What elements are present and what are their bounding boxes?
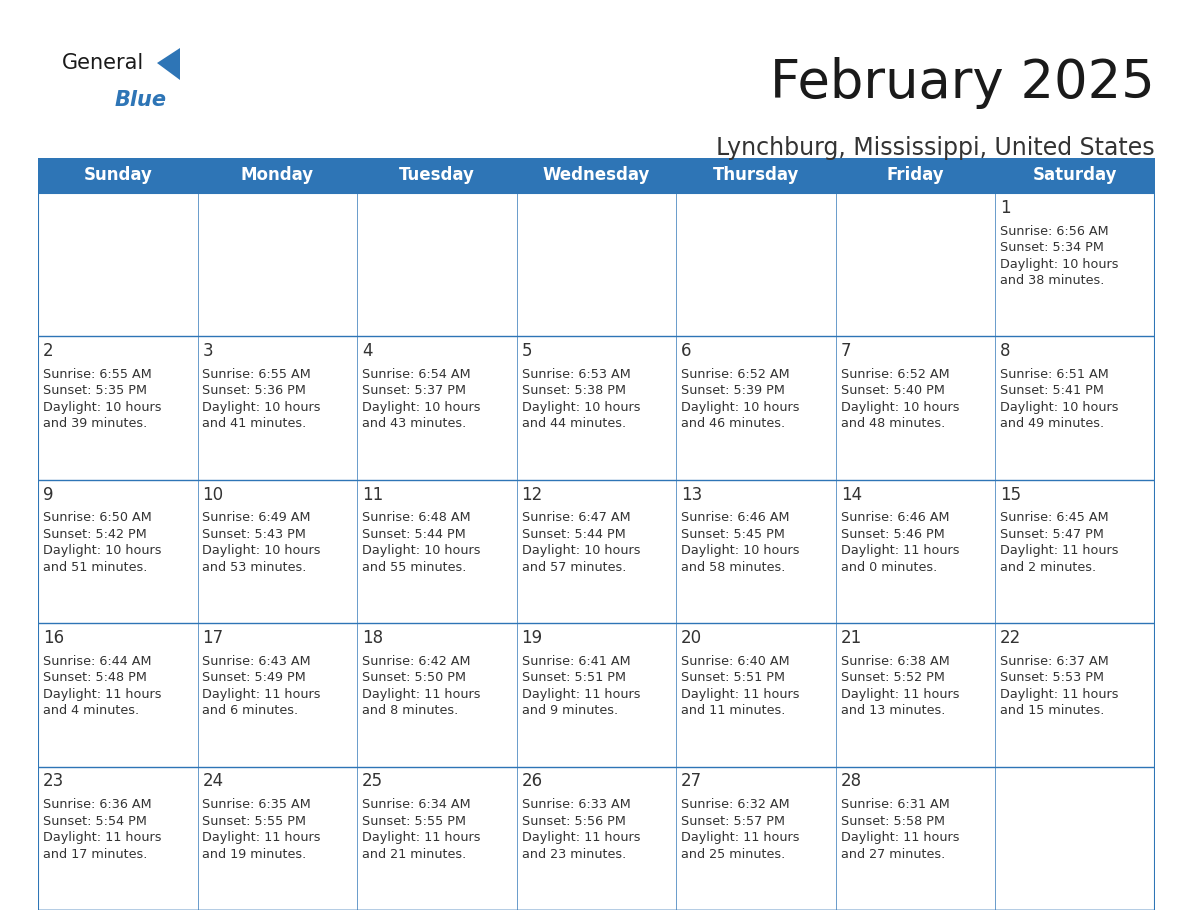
Text: Sunrise: 6:46 AM
Sunset: 5:45 PM
Daylight: 10 hours
and 58 minutes.: Sunrise: 6:46 AM Sunset: 5:45 PM Dayligh… (681, 511, 800, 574)
Text: 3: 3 (202, 342, 213, 360)
Text: Sunrise: 6:50 AM
Sunset: 5:42 PM
Daylight: 10 hours
and 51 minutes.: Sunrise: 6:50 AM Sunset: 5:42 PM Dayligh… (43, 511, 162, 574)
Text: Sunrise: 6:31 AM
Sunset: 5:58 PM
Daylight: 11 hours
and 27 minutes.: Sunrise: 6:31 AM Sunset: 5:58 PM Dayligh… (841, 798, 959, 861)
Text: 4: 4 (362, 342, 372, 360)
Text: Sunrise: 6:46 AM
Sunset: 5:46 PM
Daylight: 11 hours
and 0 minutes.: Sunrise: 6:46 AM Sunset: 5:46 PM Dayligh… (841, 511, 959, 574)
Text: Sunrise: 6:36 AM
Sunset: 5:54 PM
Daylight: 11 hours
and 17 minutes.: Sunrise: 6:36 AM Sunset: 5:54 PM Dayligh… (43, 798, 162, 861)
Text: 27: 27 (681, 772, 702, 790)
Text: Monday: Monday (241, 166, 314, 185)
Bar (38, 193, 1155, 336)
Text: Wednesday: Wednesday (543, 166, 650, 185)
Text: Sunrise: 6:52 AM
Sunset: 5:40 PM
Daylight: 10 hours
and 48 minutes.: Sunrise: 6:52 AM Sunset: 5:40 PM Dayligh… (841, 368, 959, 431)
Text: Sunrise: 6:37 AM
Sunset: 5:53 PM
Daylight: 11 hours
and 15 minutes.: Sunrise: 6:37 AM Sunset: 5:53 PM Dayligh… (1000, 655, 1119, 717)
Text: Sunrise: 6:44 AM
Sunset: 5:48 PM
Daylight: 11 hours
and 4 minutes.: Sunrise: 6:44 AM Sunset: 5:48 PM Dayligh… (43, 655, 162, 717)
Text: Friday: Friday (886, 166, 944, 185)
Text: 14: 14 (841, 486, 861, 504)
Text: 28: 28 (841, 772, 861, 790)
Text: 16: 16 (43, 629, 64, 647)
Polygon shape (157, 48, 181, 80)
Text: Sunrise: 6:45 AM
Sunset: 5:47 PM
Daylight: 11 hours
and 2 minutes.: Sunrise: 6:45 AM Sunset: 5:47 PM Dayligh… (1000, 511, 1119, 574)
Text: 8: 8 (1000, 342, 1011, 360)
Text: 17: 17 (202, 629, 223, 647)
Text: Saturday: Saturday (1032, 166, 1118, 185)
Text: Sunrise: 6:55 AM
Sunset: 5:36 PM
Daylight: 10 hours
and 41 minutes.: Sunrise: 6:55 AM Sunset: 5:36 PM Dayligh… (202, 368, 321, 431)
Bar (38, 480, 1155, 623)
Text: 22: 22 (1000, 629, 1022, 647)
Text: Sunrise: 6:40 AM
Sunset: 5:51 PM
Daylight: 11 hours
and 11 minutes.: Sunrise: 6:40 AM Sunset: 5:51 PM Dayligh… (681, 655, 800, 717)
Text: Sunrise: 6:42 AM
Sunset: 5:50 PM
Daylight: 11 hours
and 8 minutes.: Sunrise: 6:42 AM Sunset: 5:50 PM Dayligh… (362, 655, 480, 717)
Text: Sunrise: 6:56 AM
Sunset: 5:34 PM
Daylight: 10 hours
and 38 minutes.: Sunrise: 6:56 AM Sunset: 5:34 PM Dayligh… (1000, 225, 1119, 287)
Text: Sunrise: 6:53 AM
Sunset: 5:38 PM
Daylight: 10 hours
and 44 minutes.: Sunrise: 6:53 AM Sunset: 5:38 PM Dayligh… (522, 368, 640, 431)
Text: 11: 11 (362, 486, 384, 504)
Text: 1: 1 (1000, 198, 1011, 217)
Text: 13: 13 (681, 486, 702, 504)
Text: 2: 2 (43, 342, 53, 360)
Text: 26: 26 (522, 772, 543, 790)
Text: 15: 15 (1000, 486, 1022, 504)
Text: 7: 7 (841, 342, 851, 360)
Text: Sunrise: 6:52 AM
Sunset: 5:39 PM
Daylight: 10 hours
and 46 minutes.: Sunrise: 6:52 AM Sunset: 5:39 PM Dayligh… (681, 368, 800, 431)
Text: 23: 23 (43, 772, 64, 790)
Text: Blue: Blue (115, 90, 168, 110)
Text: Sunrise: 6:32 AM
Sunset: 5:57 PM
Daylight: 11 hours
and 25 minutes.: Sunrise: 6:32 AM Sunset: 5:57 PM Dayligh… (681, 798, 800, 861)
Text: 18: 18 (362, 629, 383, 647)
Text: Sunrise: 6:47 AM
Sunset: 5:44 PM
Daylight: 10 hours
and 57 minutes.: Sunrise: 6:47 AM Sunset: 5:44 PM Dayligh… (522, 511, 640, 574)
Text: 12: 12 (522, 486, 543, 504)
Text: 25: 25 (362, 772, 383, 790)
Text: Sunrise: 6:38 AM
Sunset: 5:52 PM
Daylight: 11 hours
and 13 minutes.: Sunrise: 6:38 AM Sunset: 5:52 PM Dayligh… (841, 655, 959, 717)
Text: Sunrise: 6:33 AM
Sunset: 5:56 PM
Daylight: 11 hours
and 23 minutes.: Sunrise: 6:33 AM Sunset: 5:56 PM Dayligh… (522, 798, 640, 861)
Text: 6: 6 (681, 342, 691, 360)
Text: 20: 20 (681, 629, 702, 647)
Text: 9: 9 (43, 486, 53, 504)
Text: Sunrise: 6:35 AM
Sunset: 5:55 PM
Daylight: 11 hours
and 19 minutes.: Sunrise: 6:35 AM Sunset: 5:55 PM Dayligh… (202, 798, 321, 861)
Bar (38, 767, 1155, 910)
Text: Sunrise: 6:51 AM
Sunset: 5:41 PM
Daylight: 10 hours
and 49 minutes.: Sunrise: 6:51 AM Sunset: 5:41 PM Dayligh… (1000, 368, 1119, 431)
Text: Sunrise: 6:54 AM
Sunset: 5:37 PM
Daylight: 10 hours
and 43 minutes.: Sunrise: 6:54 AM Sunset: 5:37 PM Dayligh… (362, 368, 480, 431)
Text: 19: 19 (522, 629, 543, 647)
Text: Tuesday: Tuesday (399, 166, 475, 185)
Bar (38, 623, 1155, 767)
Text: 10: 10 (202, 486, 223, 504)
Text: Sunrise: 6:43 AM
Sunset: 5:49 PM
Daylight: 11 hours
and 6 minutes.: Sunrise: 6:43 AM Sunset: 5:49 PM Dayligh… (202, 655, 321, 717)
Text: Sunday: Sunday (83, 166, 152, 185)
Text: Sunrise: 6:49 AM
Sunset: 5:43 PM
Daylight: 10 hours
and 53 minutes.: Sunrise: 6:49 AM Sunset: 5:43 PM Dayligh… (202, 511, 321, 574)
Text: 21: 21 (841, 629, 862, 647)
Text: 24: 24 (202, 772, 223, 790)
Text: Sunrise: 6:55 AM
Sunset: 5:35 PM
Daylight: 10 hours
and 39 minutes.: Sunrise: 6:55 AM Sunset: 5:35 PM Dayligh… (43, 368, 162, 431)
Text: General: General (62, 53, 144, 73)
Text: Sunrise: 6:34 AM
Sunset: 5:55 PM
Daylight: 11 hours
and 21 minutes.: Sunrise: 6:34 AM Sunset: 5:55 PM Dayligh… (362, 798, 480, 861)
Text: 5: 5 (522, 342, 532, 360)
Text: February 2025: February 2025 (770, 57, 1155, 109)
Text: Thursday: Thursday (713, 166, 800, 185)
Text: Lynchburg, Mississippi, United States: Lynchburg, Mississippi, United States (716, 136, 1155, 160)
Text: Sunrise: 6:48 AM
Sunset: 5:44 PM
Daylight: 10 hours
and 55 minutes.: Sunrise: 6:48 AM Sunset: 5:44 PM Dayligh… (362, 511, 480, 574)
Bar (38, 336, 1155, 480)
Text: Sunrise: 6:41 AM
Sunset: 5:51 PM
Daylight: 11 hours
and 9 minutes.: Sunrise: 6:41 AM Sunset: 5:51 PM Dayligh… (522, 655, 640, 717)
Bar (38, 158, 1155, 193)
